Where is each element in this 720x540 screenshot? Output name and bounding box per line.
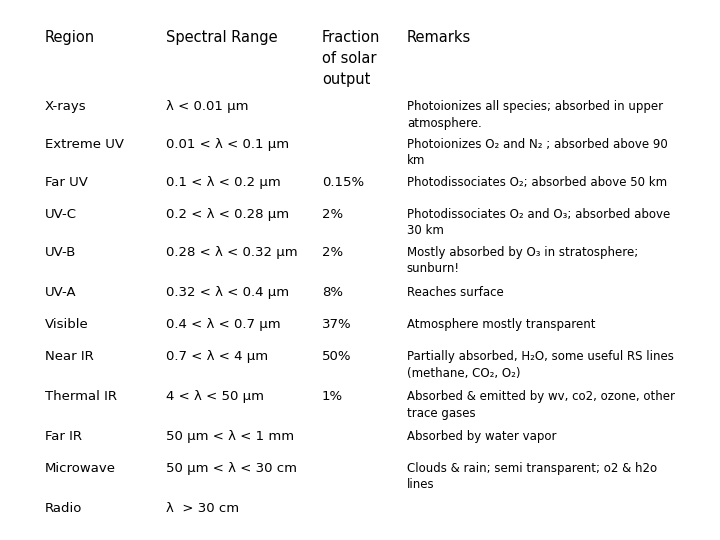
Text: λ  > 30 cm: λ > 30 cm	[166, 502, 239, 515]
Text: Atmosphere mostly transparent: Atmosphere mostly transparent	[407, 318, 595, 331]
Text: 50 μm < λ < 1 mm: 50 μm < λ < 1 mm	[166, 430, 294, 443]
Text: Radio: Radio	[45, 502, 82, 515]
Text: 0.2 < λ < 0.28 μm: 0.2 < λ < 0.28 μm	[166, 208, 289, 221]
Text: 37%: 37%	[322, 318, 351, 331]
Text: Thermal IR: Thermal IR	[45, 390, 117, 403]
Text: 0.28 < λ < 0.32 μm: 0.28 < λ < 0.32 μm	[166, 246, 297, 259]
Text: 8%: 8%	[322, 286, 343, 299]
Text: 0.1 < λ < 0.2 μm: 0.1 < λ < 0.2 μm	[166, 176, 280, 189]
Text: Microwave: Microwave	[45, 462, 116, 475]
Text: Spectral Range: Spectral Range	[166, 30, 277, 45]
Text: Absorbed & emitted by wv, co2, ozone, other
trace gases: Absorbed & emitted by wv, co2, ozone, ot…	[407, 390, 675, 420]
Text: UV-A: UV-A	[45, 286, 76, 299]
Text: UV-C: UV-C	[45, 208, 76, 221]
Text: 50%: 50%	[322, 350, 351, 363]
Text: 0.15%: 0.15%	[322, 176, 364, 189]
Text: Region: Region	[45, 30, 95, 45]
Text: Partially absorbed, H₂O, some useful RS lines
(methane, CO₂, O₂): Partially absorbed, H₂O, some useful RS …	[407, 350, 674, 380]
Text: 0.7 < λ < 4 μm: 0.7 < λ < 4 μm	[166, 350, 268, 363]
Text: Fraction
of solar
output: Fraction of solar output	[322, 30, 380, 87]
Text: Far IR: Far IR	[45, 430, 81, 443]
Text: 0.01 < λ < 0.1 μm: 0.01 < λ < 0.1 μm	[166, 138, 289, 151]
Text: 1%: 1%	[322, 390, 343, 403]
Text: Near IR: Near IR	[45, 350, 94, 363]
Text: Far UV: Far UV	[45, 176, 88, 189]
Text: 4 < λ < 50 μm: 4 < λ < 50 μm	[166, 390, 264, 403]
Text: X-rays: X-rays	[45, 100, 86, 113]
Text: λ < 0.01 μm: λ < 0.01 μm	[166, 100, 248, 113]
Text: 0.32 < λ < 0.4 μm: 0.32 < λ < 0.4 μm	[166, 286, 289, 299]
Text: Visible: Visible	[45, 318, 89, 331]
Text: Photoionizes O₂ and N₂ ; absorbed above 90
km: Photoionizes O₂ and N₂ ; absorbed above …	[407, 138, 667, 167]
Text: Absorbed by water vapor: Absorbed by water vapor	[407, 430, 557, 443]
Text: 50 μm < λ < 30 cm: 50 μm < λ < 30 cm	[166, 462, 297, 475]
Text: Reaches surface: Reaches surface	[407, 286, 503, 299]
Text: Extreme UV: Extreme UV	[45, 138, 124, 151]
Text: 2%: 2%	[322, 246, 343, 259]
Text: Photoionizes all species; absorbed in upper
atmosphere.: Photoionizes all species; absorbed in up…	[407, 100, 663, 130]
Text: Photodissociates O₂; absorbed above 50 km: Photodissociates O₂; absorbed above 50 k…	[407, 176, 667, 189]
Text: Clouds & rain; semi transparent; o2 & h2o
lines: Clouds & rain; semi transparent; o2 & h2…	[407, 462, 657, 491]
Text: UV-B: UV-B	[45, 246, 76, 259]
Text: 0.4 < λ < 0.7 μm: 0.4 < λ < 0.7 μm	[166, 318, 280, 331]
Text: Remarks: Remarks	[407, 30, 471, 45]
Text: Photodissociates O₂ and O₃; absorbed above
30 km: Photodissociates O₂ and O₃; absorbed abo…	[407, 208, 670, 238]
Text: 2%: 2%	[322, 208, 343, 221]
Text: Mostly absorbed by O₃ in stratosphere;
sunburn!: Mostly absorbed by O₃ in stratosphere; s…	[407, 246, 638, 275]
